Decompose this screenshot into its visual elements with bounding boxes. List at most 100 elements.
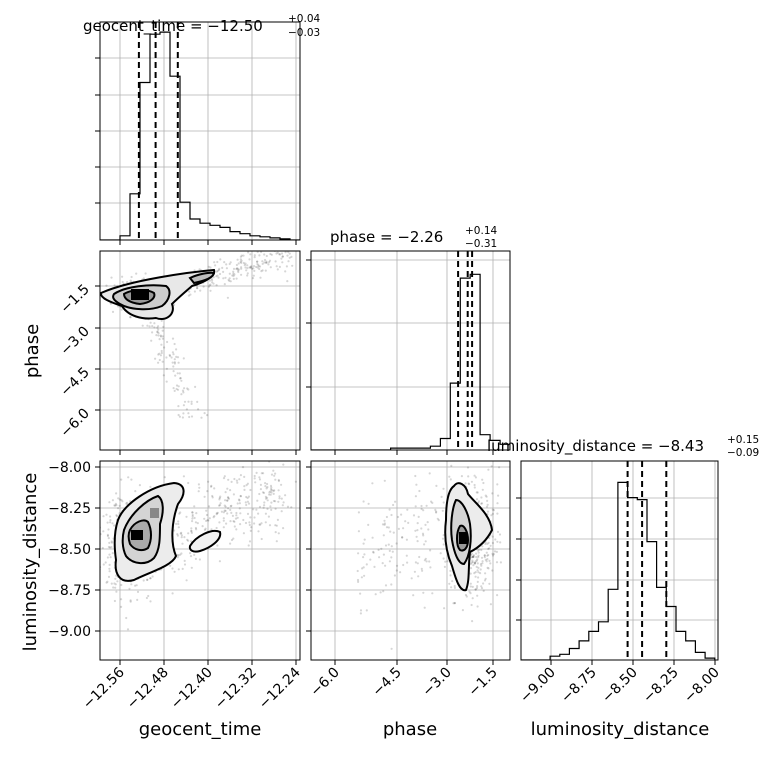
sample-point <box>474 575 477 578</box>
sample-point <box>484 494 487 497</box>
sample-point <box>424 523 427 527</box>
sample-point <box>257 265 260 268</box>
sample-point <box>186 538 189 541</box>
sample-point <box>269 505 272 508</box>
sample-point <box>245 495 248 499</box>
sample-point <box>250 265 253 268</box>
sample-point <box>173 362 176 365</box>
sample-point <box>229 505 232 508</box>
sample-point <box>414 529 417 532</box>
sample-point <box>190 540 193 543</box>
sample-point <box>173 342 176 346</box>
sample-point <box>262 472 265 475</box>
sample-point <box>373 565 376 569</box>
sample-point <box>189 293 192 296</box>
sample-point <box>401 536 404 539</box>
sample-point <box>381 562 384 565</box>
sample-point <box>442 543 445 546</box>
grid <box>100 22 300 240</box>
sample-point <box>109 556 112 559</box>
sample-point <box>264 269 267 272</box>
sample-point <box>206 414 209 417</box>
sample-point <box>90 565 92 567</box>
sample-point <box>481 478 484 481</box>
sample-point <box>421 532 425 535</box>
sample-point <box>277 532 280 535</box>
tick-marks <box>306 466 494 665</box>
sample-point <box>177 526 180 529</box>
sample-point <box>265 246 267 248</box>
sample-point <box>238 478 241 481</box>
sample-point <box>437 519 440 522</box>
sample-point <box>275 540 278 543</box>
sample-point <box>172 387 175 390</box>
sample-point <box>272 499 275 503</box>
sample-point <box>474 571 477 574</box>
sample-point <box>274 472 277 475</box>
luminosity-distance-histogram <box>521 481 716 660</box>
sample-point <box>222 511 225 514</box>
sample-point <box>481 562 484 565</box>
sample-point <box>488 582 491 585</box>
sample-point <box>478 548 481 551</box>
sample-point <box>197 408 200 411</box>
sample-point <box>177 568 180 571</box>
phase-y-tick-labels: −1.5 −3.0 −4.5 −6.0 <box>57 282 92 441</box>
sample-point <box>237 268 241 271</box>
sample-point <box>480 548 483 552</box>
tick-label: −4.5 <box>369 665 404 700</box>
sample-point <box>161 335 164 338</box>
sample-point <box>471 555 474 559</box>
sample-point <box>475 559 478 562</box>
sample-point <box>107 537 110 540</box>
sample-point <box>210 277 213 280</box>
sample-point <box>453 602 456 605</box>
sample-point <box>209 289 212 292</box>
sample-point <box>475 552 478 555</box>
sample-point <box>207 265 210 268</box>
sample-point <box>160 351 163 355</box>
tick-marks <box>95 466 297 665</box>
sample-point <box>149 577 152 580</box>
sample-point <box>207 519 210 522</box>
sample-point <box>194 557 197 561</box>
sample-point <box>475 498 479 501</box>
sample-point <box>476 605 479 608</box>
sample-point <box>107 528 110 531</box>
sample-point <box>125 502 128 505</box>
sample-point <box>264 241 266 243</box>
sample-point <box>362 556 365 559</box>
panel-phase-hist: phase = −2.26 +0.14 −0.31 <box>306 225 511 455</box>
sample-point <box>294 480 297 483</box>
sample-point <box>181 416 184 419</box>
sample-point <box>479 568 482 571</box>
sample-point <box>158 352 161 355</box>
sample-point <box>401 536 404 539</box>
sample-point <box>173 303 176 306</box>
sample-point <box>120 478 123 481</box>
sample-point <box>477 554 480 557</box>
sample-point <box>108 567 111 570</box>
sample-point <box>157 353 160 356</box>
samples-phase-vs-luminosity-distance <box>356 461 502 650</box>
sample-point <box>211 496 214 499</box>
sample-point <box>222 270 225 273</box>
sample-point <box>268 261 271 264</box>
sample-point <box>475 586 479 590</box>
sample-point <box>286 254 289 257</box>
sample-point <box>210 485 213 488</box>
sample-point <box>496 502 499 505</box>
sample-point <box>451 580 454 583</box>
sample-point <box>162 374 165 377</box>
sample-point <box>180 393 183 396</box>
sample-point <box>264 485 267 488</box>
sample-point <box>106 533 109 537</box>
sample-point <box>471 585 474 589</box>
sample-point <box>486 499 489 502</box>
sample-point <box>278 495 281 498</box>
sample-point <box>262 491 266 494</box>
tick-label: −8.75 <box>558 665 600 707</box>
sample-point <box>449 478 452 481</box>
sample-point <box>161 329 164 332</box>
sample-point <box>153 322 156 325</box>
